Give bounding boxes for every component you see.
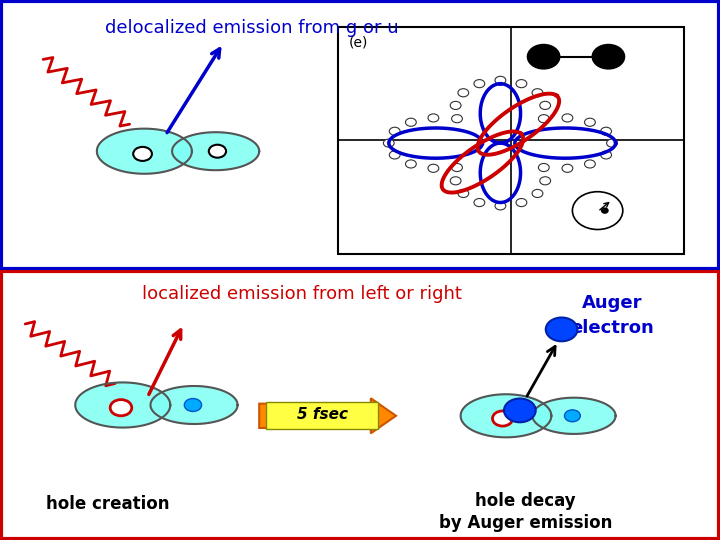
Circle shape	[428, 164, 438, 172]
Text: (e): (e)	[349, 35, 369, 49]
Circle shape	[532, 190, 543, 198]
Circle shape	[451, 114, 462, 123]
Circle shape	[383, 139, 394, 147]
Circle shape	[184, 399, 202, 411]
Text: delocalized emission from g or u: delocalized emission from g or u	[105, 19, 399, 37]
Circle shape	[516, 79, 527, 87]
Circle shape	[390, 151, 400, 159]
Polygon shape	[172, 132, 259, 170]
Text: Auger: Auger	[582, 294, 642, 312]
Circle shape	[495, 202, 505, 210]
Text: hole creation: hole creation	[46, 495, 170, 513]
Circle shape	[585, 118, 595, 126]
Circle shape	[546, 318, 577, 341]
FancyBboxPatch shape	[266, 402, 378, 429]
Polygon shape	[97, 129, 192, 174]
Circle shape	[495, 76, 505, 84]
Circle shape	[572, 192, 623, 230]
Polygon shape	[150, 386, 238, 424]
Text: 5 fsec: 5 fsec	[297, 407, 348, 422]
Circle shape	[110, 400, 132, 416]
Circle shape	[539, 114, 549, 123]
Circle shape	[458, 89, 469, 97]
Circle shape	[564, 410, 580, 422]
Circle shape	[133, 147, 152, 161]
Circle shape	[600, 127, 611, 136]
Circle shape	[209, 145, 226, 158]
Circle shape	[450, 102, 461, 110]
Circle shape	[602, 208, 608, 213]
Polygon shape	[461, 394, 552, 437]
Polygon shape	[76, 382, 171, 428]
Text: hole decay: hole decay	[475, 492, 576, 510]
Circle shape	[451, 164, 462, 172]
Circle shape	[539, 164, 549, 172]
Circle shape	[458, 190, 469, 198]
Circle shape	[450, 177, 461, 185]
Circle shape	[532, 89, 543, 97]
FancyArrow shape	[259, 399, 396, 433]
Circle shape	[428, 114, 438, 122]
Circle shape	[562, 114, 573, 122]
Circle shape	[516, 199, 527, 207]
Circle shape	[540, 102, 551, 110]
Circle shape	[540, 177, 551, 185]
Circle shape	[474, 79, 485, 87]
Circle shape	[492, 411, 513, 426]
Text: electron: electron	[570, 319, 654, 336]
Circle shape	[600, 151, 611, 159]
Polygon shape	[533, 397, 616, 434]
Circle shape	[390, 127, 400, 136]
Circle shape	[474, 199, 485, 207]
Circle shape	[585, 160, 595, 168]
Circle shape	[405, 118, 416, 126]
Text: by Auger emission: by Auger emission	[439, 514, 612, 532]
Circle shape	[504, 399, 536, 422]
FancyBboxPatch shape	[338, 27, 684, 254]
Text: localized emission from left or right: localized emission from left or right	[143, 285, 462, 303]
Circle shape	[606, 139, 618, 147]
Circle shape	[593, 45, 624, 69]
Circle shape	[405, 160, 416, 168]
Circle shape	[562, 164, 573, 172]
Circle shape	[528, 45, 559, 69]
